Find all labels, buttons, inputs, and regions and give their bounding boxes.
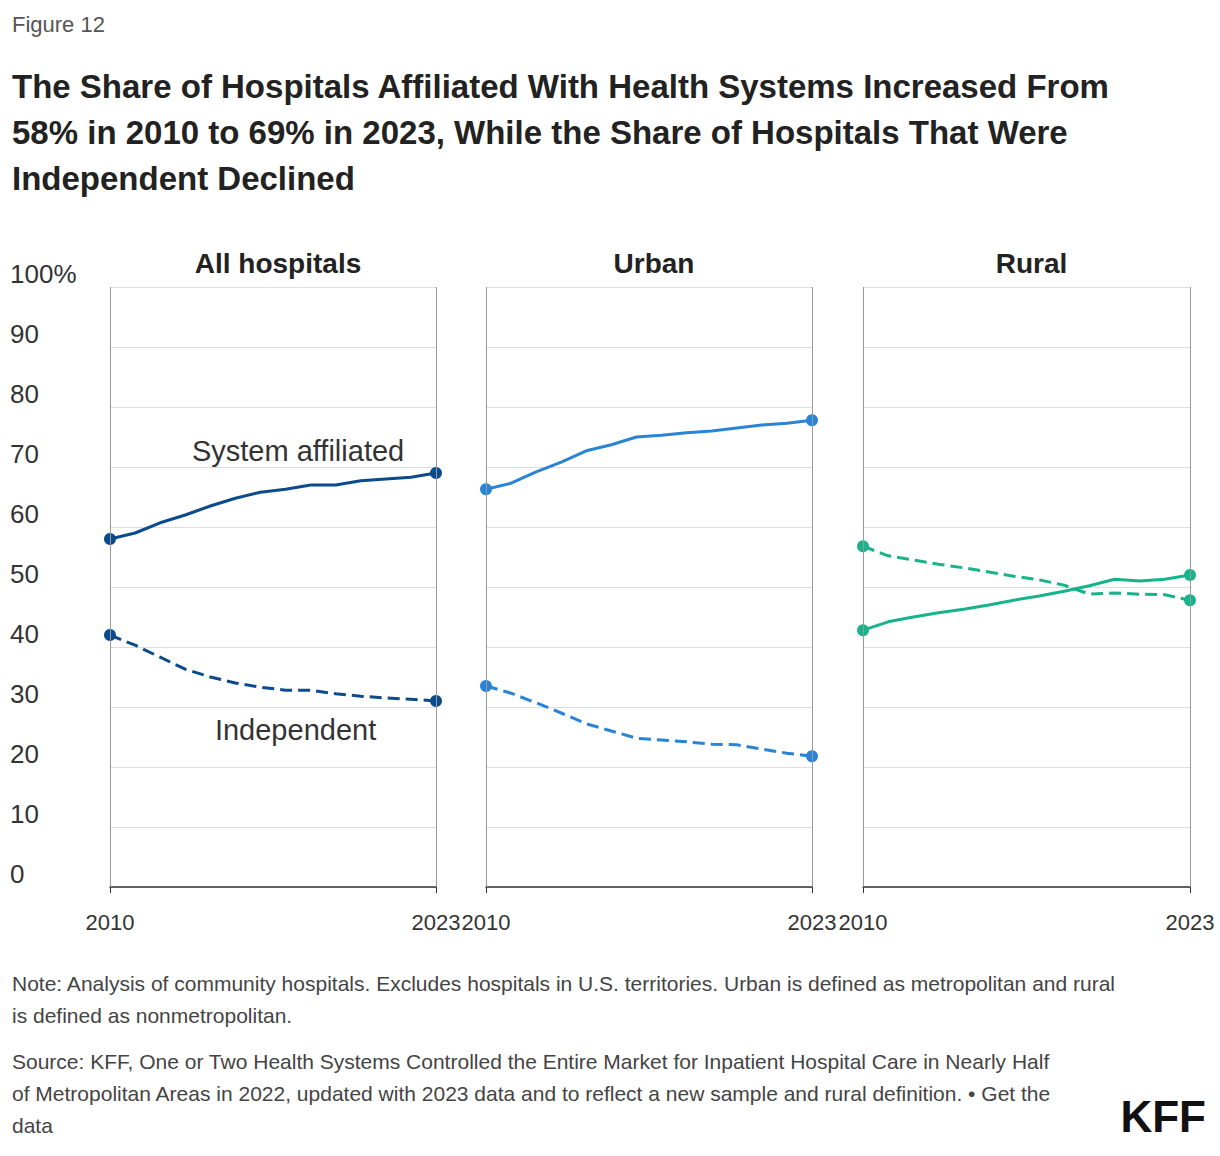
svg-text:System affiliated: System affiliated xyxy=(192,435,404,467)
svg-text:2010: 2010 xyxy=(86,910,135,935)
svg-text:2010: 2010 xyxy=(462,910,511,935)
html-text:KFF: KFF xyxy=(1120,1092,1206,1141)
html-text:Source: KFF, One or Two Health: Source: KFF, One or Two Health Systems C… xyxy=(12,1050,1051,1137)
svg-text:90: 90 xyxy=(10,319,39,349)
html-text:Figure 12: Figure 12 xyxy=(12,12,105,37)
svg-text:50: 50 xyxy=(10,559,39,589)
svg-text:30: 30 xyxy=(10,679,39,709)
svg-text:Rural: Rural xyxy=(996,248,1068,279)
svg-text:10: 10 xyxy=(10,799,39,829)
svg-text:2023: 2023 xyxy=(788,910,837,935)
svg-text:80: 80 xyxy=(10,379,39,409)
svg-text:40: 40 xyxy=(10,619,39,649)
svg-text:Independent: Independent xyxy=(215,714,376,746)
svg-text:2023: 2023 xyxy=(1166,910,1215,935)
html-text:Note: Analysis of community ho: Note: Analysis of community hospitals. E… xyxy=(12,972,1115,1027)
svg-text:60: 60 xyxy=(10,499,39,529)
svg-text:All hospitals: All hospitals xyxy=(195,248,361,279)
html-text:The Share of Hospitals Affilia: The Share of Hospitals Affiliated With H… xyxy=(12,68,1109,197)
svg-text:2023: 2023 xyxy=(412,910,461,935)
svg-text:2010: 2010 xyxy=(839,910,888,935)
svg-text:70: 70 xyxy=(10,439,39,469)
svg-text:Urban: Urban xyxy=(614,248,695,279)
svg-text:0: 0 xyxy=(10,859,24,889)
svg-text:100%: 100% xyxy=(10,259,77,289)
svg-text:20: 20 xyxy=(10,739,39,769)
